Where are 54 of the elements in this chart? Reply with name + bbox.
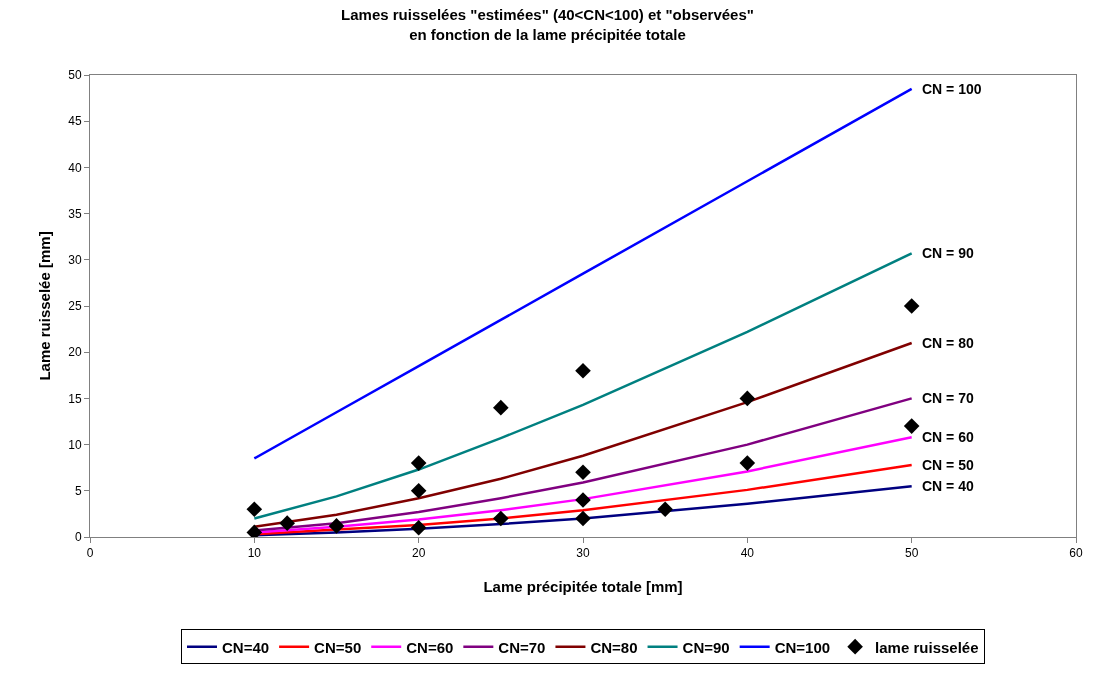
point [328,518,345,534]
point [410,519,427,536]
legend-label: CN=40 [222,638,270,656]
x-axis-title: Lame précipitée totale [mm] [483,578,683,595]
y-tick-label: 30 [68,253,82,267]
y-tick-label: 20 [68,345,82,360]
annotation: CN = 100 [922,81,982,97]
legend-label: CN=50 [314,638,362,656]
point [575,492,591,508]
point [493,399,509,416]
point [246,501,263,518]
x-tick-label: 10 [247,546,262,561]
point [493,510,509,527]
point [410,455,427,471]
point [739,390,756,407]
x-tick-label: 60 [1069,546,1083,561]
y-tick-label: 50 [68,68,82,83]
x-tick-label: 0 [86,546,94,561]
annotation: CN = 90 [922,245,974,261]
legend-label: CN=90 [682,638,730,656]
point [575,464,591,481]
y-tick-label: 35 [68,206,82,221]
point [279,515,295,531]
legend-label: lame ruisselée [875,638,979,656]
legend-label: CN=70 [498,638,546,656]
legend-label: CN=60 [406,638,454,656]
y-axis-title: Lame ruisselée [mm] [36,231,53,381]
x-tick-label: 50 [904,546,919,561]
y-tick-label: 25 [68,299,82,314]
x-tick-label: 30 [576,546,590,561]
y-tick-label: 45 [68,114,82,129]
legend-label: CN=80 [590,638,638,656]
y-tick-label: 15 [68,391,82,406]
y-tick-label: 5 [74,484,82,498]
point [739,455,756,471]
annotation: CN = 80 [922,335,974,351]
y-tick-label: 10 [68,437,82,452]
x-tick-label: 40 [740,546,755,561]
x-tick-label: 20 [411,546,426,561]
annotation: CN = 40 [922,478,974,494]
y-tick-label: 40 [68,160,82,175]
chart-title: Lames ruisselées "estimées" (40<CN<100) et "observées" en fonction de la lame précipitée totale [341,6,754,43]
annotation: CN = 70 [922,390,974,406]
point [657,501,673,518]
point [903,298,920,314]
y-tick-label: 0 [74,530,82,545]
annotation: CN = 50 [922,457,974,473]
point [575,362,591,379]
annotation: CN = 60 [922,429,974,445]
point [575,510,591,527]
point [410,483,427,499]
point [903,418,920,434]
legend-label: CN=100 [774,638,831,656]
line-series [253,87,913,460]
